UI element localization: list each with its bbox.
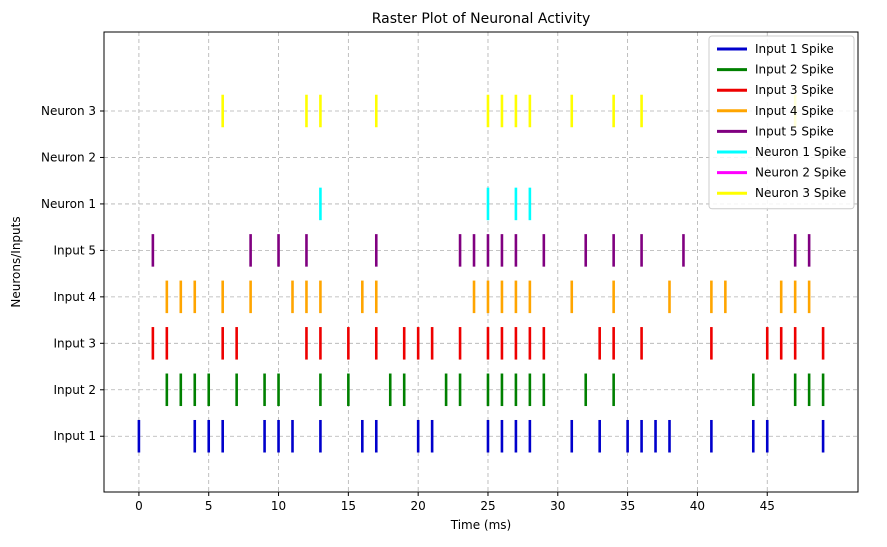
y-tick-label: Input 3	[53, 336, 96, 350]
y-tick-label: Input 2	[53, 383, 96, 397]
y-tick-label: Input 4	[53, 290, 96, 304]
x-tick-label: 5	[205, 499, 213, 513]
legend: Input 1 Spike Input 2 Spike Input 3 Spike I…	[708, 35, 855, 210]
legend-entry-label: Input 4 Spike	[755, 104, 834, 118]
y-tick-label: Neuron 1	[41, 197, 96, 211]
x-tick-label: 30	[550, 499, 565, 513]
x-axis-ticks: 0 5 10 15 20 25 30 35 40 45	[135, 492, 775, 513]
legend-entry-label: Input 2 Spike	[755, 63, 834, 77]
y-tick-label: Neuron 2	[41, 150, 96, 164]
legend-entry-label: Input 1 Spike	[755, 42, 834, 56]
x-tick-label: 15	[341, 499, 356, 513]
x-tick-label: 25	[480, 499, 495, 513]
x-tick-label: 45	[760, 499, 775, 513]
legend-entry-label: Input 5 Spike	[755, 124, 834, 138]
y-tick-label: Input 5	[53, 243, 96, 257]
plot-frame	[103, 31, 859, 493]
legend-box	[708, 35, 855, 210]
x-tick-label: 40	[690, 499, 705, 513]
x-tick-label: 0	[135, 499, 143, 513]
legend-entry-label: Neuron 1 Spike	[755, 145, 846, 159]
x-axis-label: Time (ms)	[450, 518, 512, 532]
chart-title: Raster Plot of Neuronal Activity	[372, 11, 591, 27]
y-tick-label: Neuron 3	[41, 104, 96, 118]
x-tick-label: 35	[620, 499, 635, 513]
spike-marks	[137, 94, 825, 453]
y-axis-label: Neurons/Inputs	[9, 216, 23, 307]
legend-entry-label: Input 3 Spike	[755, 83, 834, 97]
y-axis-ticks: Input 1 Input 2 Input 3 Input 4 Input 5 Neuro…	[41, 104, 104, 443]
legend-entry-label: Neuron 3 Spike	[755, 186, 846, 200]
x-tick-label: 10	[271, 499, 286, 513]
y-tick-label: Input 1	[53, 429, 96, 443]
x-tick-label: 20	[411, 499, 426, 513]
legend-entry-label: Neuron 2 Spike	[755, 166, 846, 180]
